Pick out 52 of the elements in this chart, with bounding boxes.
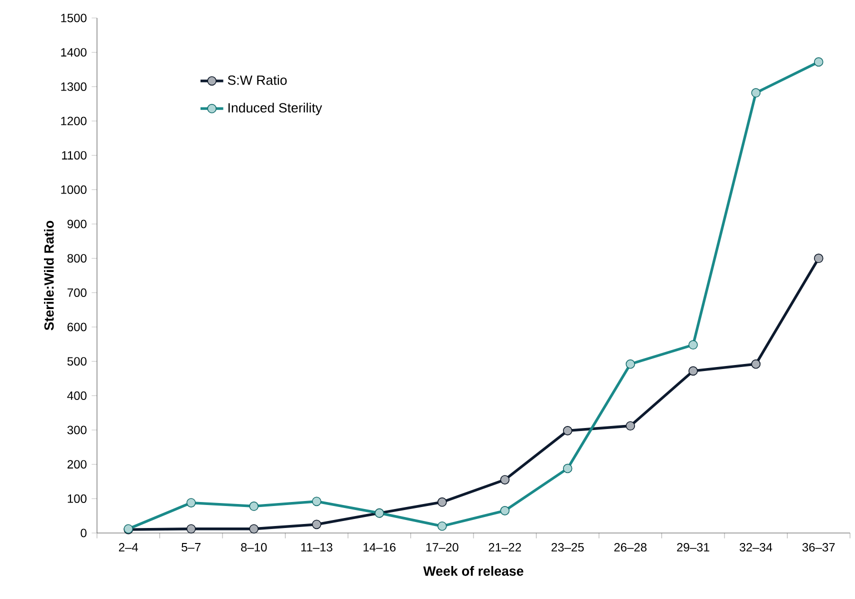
x-tick-label: 2–4 [118, 543, 138, 552]
point [688, 340, 698, 350]
point [562, 426, 572, 436]
y-tick-label: 0 [80, 528, 86, 538]
point [688, 366, 698, 376]
point [186, 524, 196, 534]
y-tick-label: 1100 [62, 151, 86, 160]
x-tick-label: 32–34 [740, 543, 772, 552]
point [814, 57, 824, 67]
y-tick-label: 1000 [61, 185, 86, 194]
legend-label: S:W Ratio [228, 75, 287, 85]
x-tick-label: 21–22 [488, 543, 521, 552]
point [751, 88, 761, 98]
point [437, 497, 447, 507]
point [312, 496, 322, 506]
point [562, 464, 572, 474]
y-tick-label: 800 [67, 254, 86, 263]
y-tick-label: 200 [68, 460, 86, 469]
x-axis-title: Week of release [423, 566, 524, 576]
x-tick-label: 29–31 [677, 543, 710, 552]
y-axis-title: Sterile:Wild Ratio [44, 220, 54, 330]
x-tick-label: 23–25 [552, 543, 584, 552]
x-tick-label: 36–37 [802, 543, 835, 552]
point [249, 502, 259, 511]
y-tick-label: 1500 [61, 14, 86, 22]
point [500, 475, 510, 484]
point [751, 359, 761, 369]
point [500, 506, 510, 516]
x-tick-label: 17–20 [426, 543, 458, 552]
y-tick-label: 300 [67, 426, 86, 434]
x-tick-label: 5–7 [182, 543, 201, 552]
y-tick-label: 900 [68, 220, 86, 228]
y-tick-label: 1400 [61, 48, 86, 57]
point [249, 524, 259, 534]
x-tick-label: 11–13 [301, 543, 332, 552]
point [626, 359, 636, 369]
point [437, 521, 447, 531]
y-tick-label: 1200 [61, 116, 86, 126]
y-tick-label: 500 [67, 357, 86, 366]
x-tick-label: 8–10 [241, 543, 267, 552]
y-tick-label: 600 [68, 322, 86, 332]
y-tick-label: 400 [67, 391, 86, 400]
point [626, 421, 636, 431]
y-tick-label: 700 [68, 288, 86, 297]
y-tick-label: 100 [68, 494, 86, 503]
x-tick-label: 26–28 [614, 543, 647, 552]
x-tick-label: 14–16 [364, 543, 396, 552]
point [814, 254, 824, 263]
point [186, 498, 196, 508]
legend-label: Induced Sterility [228, 102, 322, 116]
point [312, 520, 322, 530]
y-tick-label: 1300 [61, 82, 86, 91]
